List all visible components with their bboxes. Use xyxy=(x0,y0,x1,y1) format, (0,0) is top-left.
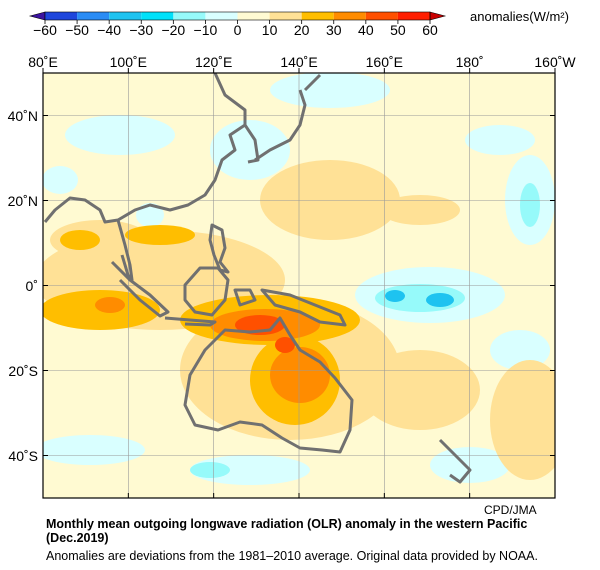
map-gridlines xyxy=(43,73,555,498)
longitude-label: 160˚W xyxy=(534,54,576,70)
negative-anomaly-core xyxy=(385,290,454,307)
latitude-label: 20˚N xyxy=(7,192,38,209)
latitude-label: 0˚ xyxy=(25,277,38,294)
colorbar-tick-label: 0 xyxy=(233,22,242,38)
colorbar-tick-label: 40 xyxy=(358,22,374,38)
axis-ticks xyxy=(42,68,556,498)
colorbar-tick-label: 50 xyxy=(390,22,406,38)
colorbar-tick-label: −20 xyxy=(161,22,186,38)
colorbar-swatch xyxy=(397,12,430,20)
colorbar-swatch xyxy=(365,12,398,20)
positive-anomaly-core xyxy=(235,315,295,353)
colorbar-swatch xyxy=(45,12,78,20)
longitude-label: 80˚E xyxy=(28,54,58,70)
longitude-label: 120˚E xyxy=(194,54,233,70)
colorbar-swatch xyxy=(269,12,302,20)
colorbar-tick-label: 20 xyxy=(293,22,310,38)
latitude-label: 40˚N xyxy=(7,107,38,124)
longitude-label: 180˚ xyxy=(455,54,484,70)
colorbar-tick-label: 60 xyxy=(422,22,438,38)
colorbar-swatch xyxy=(173,12,206,20)
colorbar-swatch xyxy=(301,12,334,20)
colorbar-low-arrow xyxy=(28,11,46,21)
colorbar xyxy=(28,11,447,24)
latitude-label: 20˚S xyxy=(8,362,38,379)
colorbar-tick-label: 30 xyxy=(325,22,342,38)
colorbar-swatch xyxy=(237,12,270,20)
colorbar-swatch xyxy=(77,12,110,20)
longitude-label: 100˚E xyxy=(109,54,148,70)
colorbar-swatch xyxy=(141,12,174,20)
colorbar-swatch xyxy=(205,12,238,20)
longitude-label: 140˚E xyxy=(280,54,318,70)
colorbar-unit-label: anomalies(W/m²) xyxy=(470,9,569,24)
latitude-label: 40˚S xyxy=(8,447,38,464)
colorbar-tick-label: −60 xyxy=(33,22,57,38)
colorbar-tick-label: −10 xyxy=(193,22,218,38)
colorbar-tick-label: −40 xyxy=(97,22,122,38)
colorbar-tick-label: 10 xyxy=(261,22,278,38)
figure-title: Monthly mean outgoing longwave radiation… xyxy=(46,517,528,545)
colorbar-swatch xyxy=(109,12,142,20)
figure-note: Anomalies are deviations from the 1981–2… xyxy=(46,549,538,563)
coastlines xyxy=(43,73,472,484)
credit-label: CPD/JMA xyxy=(484,503,537,517)
map-panel xyxy=(42,68,556,499)
colorbar-swatch xyxy=(333,12,366,20)
colorbar-tick-label: −30 xyxy=(129,22,154,38)
longitude-label: 160˚E xyxy=(365,54,404,70)
colorbar-tick-label: −50 xyxy=(65,22,89,38)
colorbar-high-arrow xyxy=(429,11,447,21)
